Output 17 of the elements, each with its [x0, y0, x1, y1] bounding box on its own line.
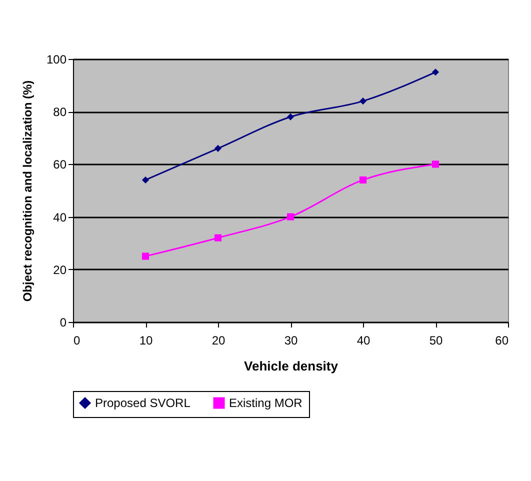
x-axis-title: Vehicle density [244, 358, 339, 374]
x-tick-label: 10 [139, 334, 153, 348]
x-tick-label: 60 [495, 334, 509, 348]
y-tick-label: 100 [46, 52, 67, 66]
x-tick-label: 50 [429, 334, 443, 348]
x-tick-label: 20 [212, 334, 226, 348]
x-tick-label: 30 [284, 334, 298, 348]
x-tick-label: 0 [74, 334, 80, 348]
legend-label: Proposed SVORL [95, 396, 191, 410]
legend-label: Existing MOR [229, 396, 303, 410]
y-axis-title: Object recognition and localization (%) [20, 80, 34, 302]
y-tick-label: 40 [53, 210, 67, 224]
y-tick-label: 60 [53, 158, 67, 172]
y-tick-label: 20 [53, 262, 67, 277]
y-tick-label: 0 [60, 316, 67, 330]
x-tick-label: 40 [356, 334, 370, 348]
y-tick-label: 80 [53, 105, 67, 120]
